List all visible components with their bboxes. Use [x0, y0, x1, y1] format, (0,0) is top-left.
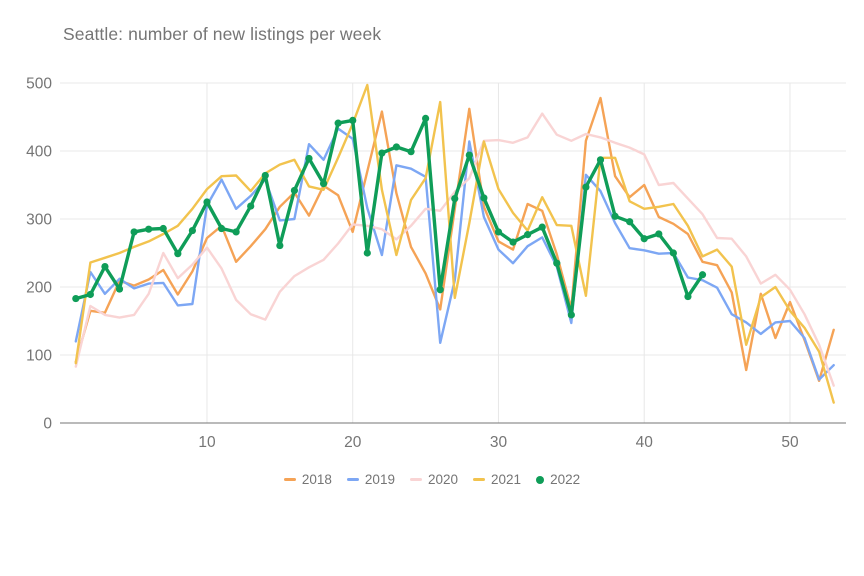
- series-point-2022: [232, 228, 240, 236]
- legend-dash-swatch-2020: [409, 478, 422, 481]
- series-point-2022: [669, 249, 677, 257]
- series-point-2022: [553, 259, 561, 267]
- series-point-2022: [247, 202, 255, 210]
- y-tick-label: 0: [43, 416, 52, 433]
- x-tick-label: 10: [198, 434, 216, 451]
- series-point-2022: [407, 148, 415, 156]
- series-point-2022: [319, 180, 328, 188]
- series-point-2022: [174, 250, 182, 258]
- series-point-2022: [159, 224, 167, 233]
- legend-dash-swatch-2021: [473, 478, 486, 481]
- legend-dash-swatch-2018: [283, 478, 296, 481]
- series-point-2022: [392, 143, 401, 151]
- series-point-2022: [349, 116, 357, 124]
- x-tick-label: 30: [490, 434, 508, 451]
- series-point-2022: [698, 271, 707, 279]
- legend-label-2021: 2021: [491, 472, 522, 487]
- y-tick-label: 100: [26, 348, 52, 365]
- chart-title: Seattle: number of new listings per week: [63, 24, 382, 44]
- series-point-2022: [203, 198, 211, 206]
- series-point-2022: [334, 119, 342, 127]
- legend-item-2020: 2020: [409, 472, 459, 487]
- series-point-2022: [101, 263, 109, 271]
- series-point-2022: [538, 223, 546, 231]
- series-point-2022: [567, 311, 575, 319]
- legend-item-2022: 2022: [536, 472, 580, 487]
- legend-label-2019: 2019: [364, 472, 395, 487]
- series-point-2022: [130, 228, 138, 236]
- x-tick-label: 20: [344, 434, 362, 451]
- line-chart-plot-area: 0 100 200 300 400 500 10 20 30 40 50: [26, 76, 846, 451]
- series-line-2018: [74, 96, 835, 382]
- series-point-2022: [451, 195, 459, 203]
- legend-dot-swatch-2022: [536, 475, 545, 484]
- series-point-2022: [422, 114, 430, 122]
- series-point-2022: [596, 156, 605, 164]
- x-tick-label: 50: [781, 434, 799, 451]
- legend-item-2019: 2019: [346, 472, 395, 487]
- series-point-2022: [465, 151, 473, 159]
- series-point-2022: [494, 228, 503, 236]
- series-point-2022: [480, 194, 488, 202]
- series-point-2022: [188, 226, 196, 235]
- series-point-2022: [145, 225, 153, 233]
- series-point-2022: [626, 218, 634, 226]
- series-point-2022: [378, 149, 386, 157]
- series-point-2022: [524, 231, 532, 239]
- series-point-2022: [86, 290, 94, 299]
- legend-label-2018: 2018: [301, 472, 332, 487]
- series-point-2022: [582, 183, 590, 191]
- legend-label-2020: 2020: [427, 472, 459, 487]
- series-line-2022: [74, 116, 705, 317]
- series-point-2022: [611, 212, 619, 220]
- series-line-2021: [74, 83, 835, 404]
- series-point-2022: [305, 154, 313, 163]
- series-point-2022: [640, 235, 648, 243]
- legend-item-2021: 2021: [473, 472, 521, 487]
- legend-label-2022: 2022: [550, 472, 581, 487]
- series-line-2020: [74, 112, 835, 387]
- y-tick-label: 300: [26, 212, 52, 229]
- series-point-2022: [290, 186, 299, 195]
- legend-dash-swatch-2019: [346, 478, 359, 481]
- series-point-2022: [436, 286, 444, 294]
- x-tick-label: 40: [636, 434, 654, 451]
- y-tick-label: 400: [26, 144, 52, 161]
- chart-legend: 2018 2019 2020 2021 2022: [0, 472, 864, 487]
- series-point-2022: [509, 238, 517, 246]
- series-point-2022: [72, 294, 80, 303]
- y-tick-label: 500: [26, 76, 52, 93]
- series-point-2022: [684, 292, 692, 301]
- series-point-2022: [261, 171, 269, 180]
- y-tick-label: 200: [26, 280, 52, 297]
- series-point-2022: [363, 249, 371, 257]
- series-point-2022: [217, 224, 226, 233]
- legend-item-2018: 2018: [283, 472, 332, 487]
- series-point-2022: [655, 230, 663, 238]
- series-line-2019: [74, 127, 835, 381]
- series-point-2022: [276, 241, 284, 250]
- series-point-2022: [115, 285, 124, 293]
